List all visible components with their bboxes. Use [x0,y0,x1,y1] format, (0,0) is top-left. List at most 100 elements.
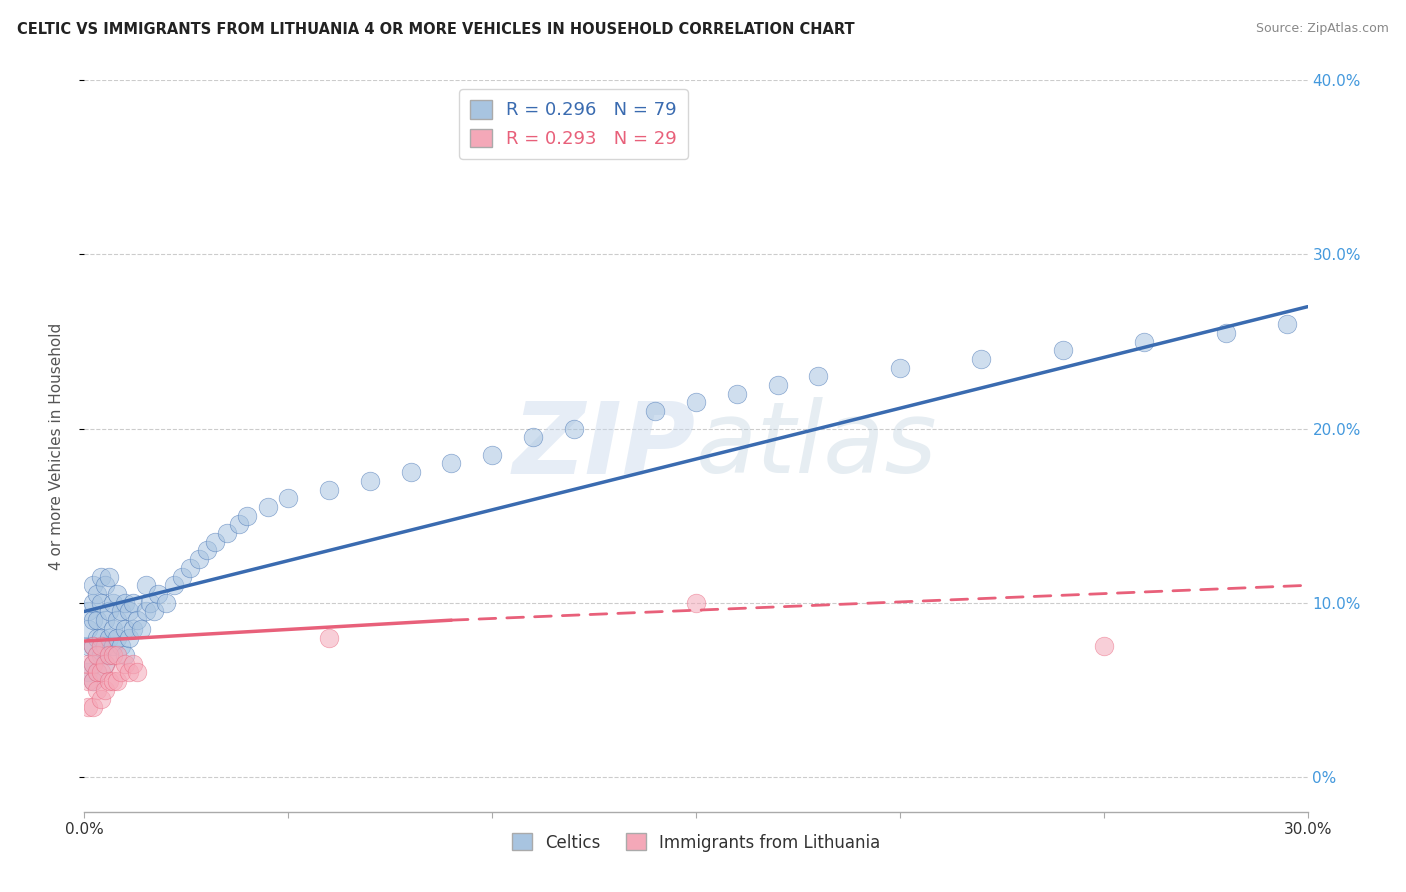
Point [90,648,112,662]
Point [146,587,169,601]
Point [82,674,104,689]
Point [105,631,128,645]
Point [204,534,226,549]
Text: CELTIC VS IMMIGRANTS FROM LITHUANIA 4 OR MORE VEHICLES IN HOUSEHOLD CORRELATION : CELTIC VS IMMIGRANTS FROM LITHUANIA 4 OR… [17,22,855,37]
Point [399,465,422,479]
Point [889,360,911,375]
Point [97,648,120,662]
Point [118,631,141,645]
Point [1277,317,1299,331]
Point [562,421,585,435]
Point [481,448,503,462]
Point [257,500,280,514]
Point [86,648,108,662]
Point [522,430,544,444]
Point [187,552,209,566]
Point [90,665,112,680]
Point [77,657,100,671]
Point [77,674,100,689]
Point [90,691,112,706]
Point [93,640,115,654]
Point [82,640,104,654]
Point [236,508,259,523]
Point [77,665,100,680]
Point [82,674,104,689]
Point [122,657,145,671]
Point [82,657,104,671]
Point [135,604,157,618]
Text: Source: ZipAtlas.com: Source: ZipAtlas.com [1256,22,1389,36]
Point [105,674,128,689]
Y-axis label: 4 or more Vehicles in Household: 4 or more Vehicles in Household [49,322,63,570]
Point [86,587,108,601]
Point [110,665,132,680]
Point [110,640,132,654]
Point [1133,334,1156,349]
Point [318,631,340,645]
Point [277,491,299,506]
Point [93,613,115,627]
Point [97,631,120,645]
Point [86,648,108,662]
Point [138,596,160,610]
Point [86,613,108,627]
Point [82,657,104,671]
Point [807,369,830,384]
Point [970,351,993,366]
Point [90,631,112,645]
Point [135,578,157,592]
Point [86,665,108,680]
Point [101,622,124,636]
Point [101,648,124,662]
Point [86,631,108,645]
Point [105,613,128,627]
Point [93,578,115,592]
Point [93,682,115,697]
Point [127,665,149,680]
Point [82,640,104,654]
Point [1052,343,1074,358]
Point [97,569,120,583]
Point [105,648,128,662]
Point [77,622,100,636]
Point [127,613,149,627]
Point [97,604,120,618]
Point [131,622,153,636]
Point [93,657,115,671]
Point [93,657,115,671]
Point [114,622,136,636]
Point [122,596,145,610]
Point [766,378,789,392]
Point [114,648,136,662]
Point [318,483,340,497]
Point [644,404,666,418]
Point [101,640,124,654]
Point [114,596,136,610]
Point [82,578,104,592]
Point [97,648,120,662]
Point [217,526,239,541]
Point [155,596,177,610]
Point [82,596,104,610]
Point [86,665,108,680]
Point [90,640,112,654]
Text: atlas: atlas [696,398,938,494]
Point [179,561,201,575]
Point [122,622,145,636]
Point [114,657,136,671]
Point [142,604,165,618]
Point [118,665,141,680]
Point [77,604,100,618]
Legend: Celtics, Immigrants from Lithuania: Celtics, Immigrants from Lithuania [505,827,887,858]
Point [685,395,707,409]
Point [440,457,463,471]
Point [77,700,100,714]
Point [82,613,104,627]
Point [359,474,381,488]
Point [725,386,748,401]
Point [195,543,218,558]
Point [97,674,120,689]
Point [110,604,132,618]
Point [105,587,128,601]
Point [1092,640,1115,654]
